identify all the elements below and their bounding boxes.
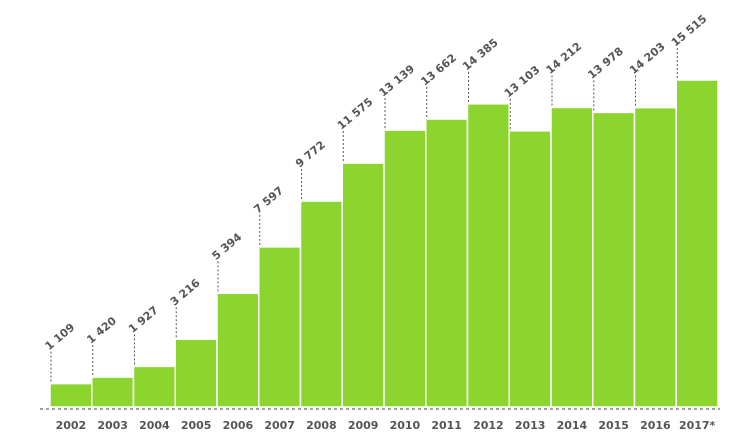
- bar-2014: [550, 106, 594, 408]
- bars-group: [49, 79, 719, 408]
- x-tick-label-2016: 2016: [640, 419, 671, 432]
- bar-2007: [258, 246, 302, 408]
- x-tick-label-2014: 2014: [557, 419, 588, 432]
- bar-2005: [174, 338, 218, 408]
- bar-2008: [299, 200, 343, 408]
- x-tick-label-2008: 2008: [306, 419, 337, 432]
- x-tick-label-2012: 2012: [473, 419, 504, 432]
- x-tick-label-2010: 2010: [390, 419, 421, 432]
- value-label-2015: 13 978: [585, 45, 626, 82]
- x-tick-label-2013: 2013: [515, 419, 546, 432]
- value-label-2013: 13 103: [502, 63, 543, 100]
- bar-2013: [508, 130, 552, 408]
- bar-2012: [466, 103, 510, 408]
- value-label-2004: 1 927: [126, 304, 161, 336]
- x-tick-label-2007: 2007: [264, 419, 295, 432]
- value-label-2016: 14 203: [627, 40, 668, 77]
- x-tick-label-2004: 2004: [139, 419, 170, 432]
- value-label-2014: 14 212: [544, 40, 585, 77]
- bar-2006: [216, 292, 260, 408]
- bar-2004: [132, 365, 176, 408]
- value-label-2003: 1 420: [84, 314, 119, 346]
- value-label-2006: 5 394: [210, 230, 245, 262]
- value-label-2008: 9 772: [293, 138, 328, 170]
- value-label-2010: 13 139: [377, 62, 418, 99]
- value-label-2017*: 15 515: [669, 12, 710, 49]
- bar-2015: [592, 111, 636, 408]
- value-label-2009: 11 575: [335, 95, 376, 132]
- x-tick-labels-group: 2002 2003 2004 2005 2006 2007 2008 2009 2010 2011…: [56, 419, 716, 432]
- bar-2009: [341, 162, 385, 408]
- value-label-2011: 13 662: [418, 51, 459, 88]
- value-label-2007: 7 597: [251, 184, 286, 216]
- value-label-2005: 3 216: [168, 276, 203, 308]
- bar-2002: [49, 382, 93, 408]
- x-tick-label-2017*: 2017*: [679, 419, 716, 432]
- x-tick-label-2015: 2015: [598, 419, 629, 432]
- x-tick-label-2003: 2003: [97, 419, 128, 432]
- bar-2010: [383, 129, 427, 408]
- value-label-2002: 1 109: [43, 321, 78, 353]
- x-tick-label-2011: 2011: [431, 419, 462, 432]
- bar-2016: [633, 106, 677, 408]
- bar-2011: [425, 118, 469, 408]
- x-tick-label-2002: 2002: [56, 419, 87, 432]
- x-tick-label-2005: 2005: [181, 419, 212, 432]
- value-label-2012: 14 385: [460, 36, 501, 73]
- leader-lines-group: [50, 48, 678, 384]
- bar-2017*: [675, 79, 719, 408]
- x-tick-label-2006: 2006: [223, 419, 254, 432]
- bar-2003: [91, 376, 135, 408]
- x-tick-label-2009: 2009: [348, 419, 379, 432]
